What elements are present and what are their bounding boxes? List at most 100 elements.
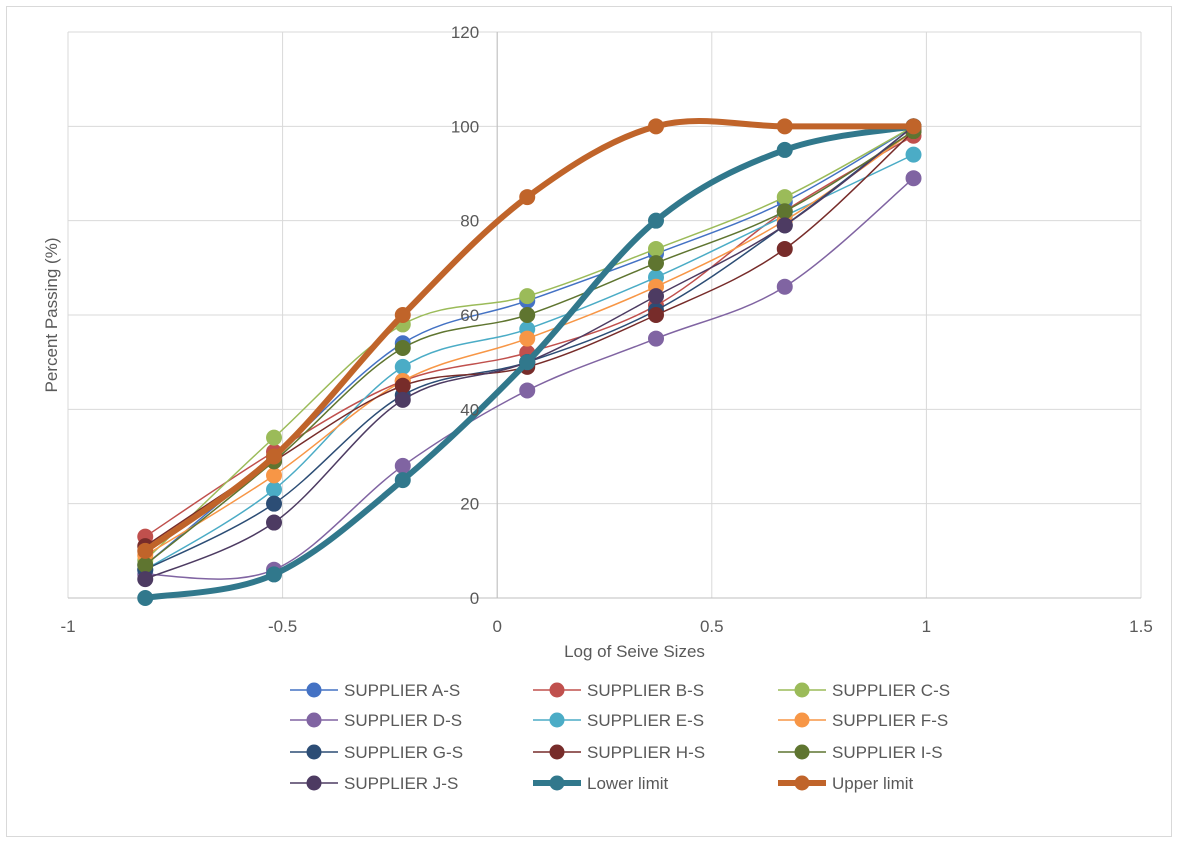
data-point-supplier-d-s xyxy=(905,170,922,187)
legend-label: SUPPLIER H-S xyxy=(587,743,705,762)
data-point-supplier-c-s xyxy=(648,240,665,257)
y-tick-label: 0 xyxy=(470,589,479,608)
legend-item-upper-limit: Upper limit xyxy=(778,774,914,793)
legend-item-supplier-e-s: SUPPLIER E-S xyxy=(533,711,704,730)
legend-item-supplier-g-s: SUPPLIER G-S xyxy=(290,743,463,762)
data-point-supplier-c-s xyxy=(266,429,283,446)
legend-label: Upper limit xyxy=(832,774,914,793)
legend-swatch-marker xyxy=(549,775,565,791)
series-upper-limit xyxy=(137,117,922,559)
legend-label: SUPPLIER G-S xyxy=(344,743,463,762)
legend-label: SUPPLIER C-S xyxy=(832,681,950,700)
data-point-lower-limit xyxy=(266,566,283,583)
legend-item-supplier-b-s: SUPPLIER B-S xyxy=(533,681,704,700)
legend-swatch-marker xyxy=(306,744,322,760)
data-point-supplier-i-s xyxy=(648,255,665,272)
x-tick-label: 0.5 xyxy=(700,617,724,636)
legend-swatch-marker xyxy=(306,775,322,791)
data-point-supplier-e-s xyxy=(905,146,922,163)
data-point-upper-limit xyxy=(648,118,665,135)
data-point-supplier-i-s xyxy=(394,340,411,357)
data-point-supplier-j-s xyxy=(266,514,283,531)
data-point-upper-limit xyxy=(266,448,283,465)
legend-item-supplier-f-s: SUPPLIER F-S xyxy=(778,711,948,730)
legend-label: SUPPLIER B-S xyxy=(587,681,704,700)
legend-item-supplier-c-s: SUPPLIER C-S xyxy=(778,681,950,700)
data-point-upper-limit xyxy=(519,189,536,206)
legend-item-supplier-a-s: SUPPLIER A-S xyxy=(290,681,460,700)
legend-item-supplier-i-s: SUPPLIER I-S xyxy=(778,743,943,762)
legend-swatch-marker xyxy=(306,712,322,728)
series-lower-limit xyxy=(137,118,922,606)
data-point-supplier-i-s xyxy=(519,307,536,323)
data-point-supplier-d-s xyxy=(394,457,411,474)
legend-label: SUPPLIER J-S xyxy=(344,774,458,793)
data-point-lower-limit xyxy=(519,354,536,371)
legend-item-supplier-j-s: SUPPLIER J-S xyxy=(290,774,458,793)
x-tick-label: 1 xyxy=(922,617,931,636)
x-tick-label: 0 xyxy=(492,617,501,636)
data-point-supplier-e-s xyxy=(266,481,283,498)
y-tick-label: 120 xyxy=(451,23,479,42)
data-point-supplier-f-s xyxy=(519,330,536,347)
data-point-supplier-c-s xyxy=(519,288,536,305)
y-tick-label: 20 xyxy=(460,495,479,514)
data-point-supplier-h-s xyxy=(648,307,665,323)
data-point-supplier-c-s xyxy=(776,189,793,206)
x-axis-title: Log of Seive Sizes xyxy=(564,642,705,661)
legend-label: SUPPLIER I-S xyxy=(832,743,943,762)
y-axis-title: Percent Passing (%) xyxy=(42,238,61,393)
data-point-lower-limit xyxy=(394,472,411,489)
data-point-supplier-g-s xyxy=(266,495,283,512)
chart-border xyxy=(6,6,1172,837)
data-point-upper-limit xyxy=(776,118,793,135)
legend-label: Lower limit xyxy=(587,774,669,793)
legend-swatch-marker xyxy=(794,775,810,791)
data-point-lower-limit xyxy=(648,212,665,229)
y-tick-label: 100 xyxy=(451,117,479,136)
legend-label: SUPPLIER A-S xyxy=(344,681,460,700)
data-point-supplier-d-s xyxy=(648,330,665,347)
legend-swatch-marker xyxy=(549,682,565,698)
y-tick-label: 80 xyxy=(460,212,479,231)
data-point-supplier-i-s xyxy=(776,203,793,220)
data-point-supplier-d-s xyxy=(776,278,793,295)
legend-swatch-marker xyxy=(549,744,565,760)
x-tick-label: 1.5 xyxy=(1129,617,1153,636)
data-point-supplier-h-s xyxy=(394,377,411,394)
data-point-upper-limit xyxy=(137,542,154,559)
legend-label: SUPPLIER F-S xyxy=(832,711,948,730)
axis-layer xyxy=(68,32,1141,599)
data-point-supplier-d-s xyxy=(519,382,536,399)
y-tick-label: 60 xyxy=(460,306,479,325)
legend-label: SUPPLIER D-S xyxy=(344,711,462,730)
label-layer: 0 20 40 60 80 100 120 -1 -0.5 0 0.5 1 1.5 Log of Seiv… xyxy=(42,23,1153,661)
data-point-supplier-e-s xyxy=(394,358,411,375)
y-tick-label: 40 xyxy=(460,400,479,419)
data-point-upper-limit xyxy=(905,118,922,135)
data-point-supplier-h-s xyxy=(776,240,793,257)
series-layer xyxy=(137,117,922,606)
data-point-lower-limit xyxy=(137,590,154,606)
legend-item-supplier-h-s: SUPPLIER H-S xyxy=(533,743,705,762)
data-point-supplier-f-s xyxy=(266,467,283,484)
legend-layer: SUPPLIER A-S SUPPLIER B-S SUPPLIER C-S SUPP… xyxy=(290,681,950,793)
legend-swatch-marker xyxy=(794,712,810,728)
legend-item-supplier-d-s: SUPPLIER D-S xyxy=(290,711,462,730)
legend-item-lower-limit: Lower limit xyxy=(533,774,669,793)
data-point-lower-limit xyxy=(776,141,793,158)
legend-swatch-marker xyxy=(549,712,565,728)
data-point-upper-limit xyxy=(394,307,411,323)
data-point-supplier-j-s xyxy=(776,217,793,234)
x-tick-label: -1 xyxy=(60,617,75,636)
legend-swatch-marker xyxy=(794,682,810,698)
data-point-supplier-j-s xyxy=(137,571,154,588)
legend-swatch-marker xyxy=(794,744,810,760)
legend-swatch-marker xyxy=(306,682,322,698)
data-point-supplier-i-s xyxy=(137,556,154,573)
data-point-supplier-j-s xyxy=(648,288,665,305)
legend-label: SUPPLIER E-S xyxy=(587,711,704,730)
x-tick-label: -0.5 xyxy=(268,617,297,636)
